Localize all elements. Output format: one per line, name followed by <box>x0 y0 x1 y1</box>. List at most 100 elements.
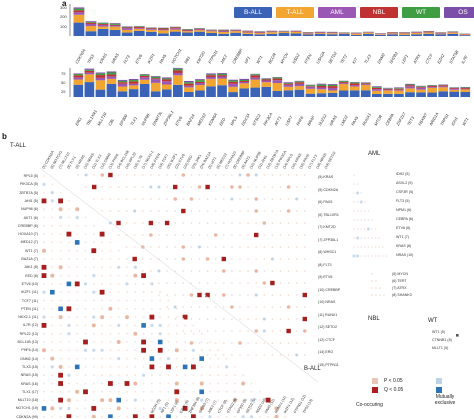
tall-cell-dot <box>51 199 54 202</box>
bottom-bar-rpl5-seg0 <box>228 92 238 97</box>
tall-cell-dot <box>110 358 112 360</box>
wt-cell-sig <box>456 334 459 337</box>
bottom-bar-tbl1xr1-seg1 <box>85 74 95 82</box>
ball-cell-dot <box>296 174 298 176</box>
tall-row-label: PIK3CA (5) <box>2 182 38 186</box>
ball-cell-dot <box>272 234 274 236</box>
ball-cell-dot <box>223 246 225 248</box>
tall-cell-sig <box>91 248 96 253</box>
tall-cell-dot <box>143 316 145 318</box>
ball-cell-dot <box>174 222 176 224</box>
tall-cell-dot <box>43 283 45 285</box>
tall-cell-dot <box>75 390 79 394</box>
tall-cell-sig <box>166 414 171 418</box>
ball-cell-dot <box>263 221 267 225</box>
aml-cell-dot <box>356 237 359 240</box>
tall-cell-dot <box>110 366 112 368</box>
tall-cell-dot <box>68 225 70 227</box>
aml-row-label: CSF3R (5) <box>396 190 413 194</box>
ball-cell-dot <box>239 270 241 272</box>
bottom-bar-ep300-seg0 <box>118 91 128 97</box>
bottom-bar-baz1a-seg0 <box>184 92 194 97</box>
tall-cell-dot <box>167 357 170 360</box>
tall-cell-dot <box>68 208 70 210</box>
tall-row-label: JAK1 (8) <box>2 265 38 269</box>
ball-cell-dot <box>199 306 201 308</box>
bottom-bar-nup98-seg3 <box>140 76 150 77</box>
ball-cell-dot <box>247 222 249 224</box>
tall-cell-dot <box>118 308 120 310</box>
cooc-q-swatch <box>372 387 378 393</box>
nbl-cell-dot <box>379 294 381 296</box>
tall-cell-dot <box>217 358 219 360</box>
bottom-bar-pik3ca-seg1 <box>261 82 271 87</box>
tall-cell-dot <box>234 366 236 368</box>
tall-cell-dot <box>126 391 128 393</box>
tall-cell-dot <box>143 391 145 393</box>
ball-cell-dot <box>118 198 120 200</box>
tall-cell-dot <box>43 225 45 227</box>
bottom-bar-dnmt3l-seg4 <box>151 77 161 78</box>
bottom-bar-fbxw7-seg2 <box>416 88 426 90</box>
bottom-bar-erg-seg1 <box>74 80 84 85</box>
tall-cell-dot <box>134 399 137 402</box>
ball-cell-dot <box>304 198 306 200</box>
bottom-bar-cbl-seg5 <box>107 71 117 72</box>
top-bar-ctcf-seg0 <box>423 34 434 36</box>
bottom-bar-suz12-seg4 <box>317 85 327 86</box>
tall-cell-dot <box>110 291 112 293</box>
ball-cell-dot <box>174 258 176 260</box>
top-bar-dnm2-seg0 <box>375 35 386 36</box>
tall-cell-dot <box>43 208 45 210</box>
ball-cell-dot <box>182 282 184 284</box>
top-bar-pax5-seg0 <box>158 33 169 36</box>
bottom-bar-nup98-seg0 <box>140 84 150 97</box>
bottom-bar-etv6-seg0 <box>173 85 183 97</box>
ball-cell-dot <box>85 174 88 177</box>
ball-cell-dot <box>288 174 290 176</box>
ball-cell-dot <box>304 258 306 260</box>
tall-cell-dot <box>209 383 211 385</box>
wt-row-label: MLLT1 (5) <box>432 346 448 350</box>
tall-cell-dot <box>176 333 178 335</box>
bottom-bar-pax5-seg4 <box>350 82 360 83</box>
ball-cell-dot <box>288 354 290 356</box>
tall-cell-dot <box>60 358 62 360</box>
tall-cell-dot <box>43 374 45 376</box>
tall-cell-dot <box>209 349 211 351</box>
ball-cell-dot <box>158 210 160 212</box>
bottom-bar-braf-seg1 <box>306 89 316 94</box>
tall-cell-dot <box>51 283 53 285</box>
tall-cell-dot <box>118 283 120 285</box>
ball-cell-dot <box>263 234 265 236</box>
bottom-bar-erg-seg3 <box>74 75 84 77</box>
tall-cell-dot <box>201 366 203 368</box>
tall-row-label: ZBTB7A (5) <box>2 191 38 195</box>
bottom-bar-znf217-seg0 <box>394 94 404 97</box>
ball-cell-dot <box>134 222 136 224</box>
tall-cell-dot <box>193 358 195 360</box>
ball-right-row-label: (9) ETV6 <box>318 275 332 279</box>
ball-cell-dot <box>142 258 144 260</box>
aml-cell-dot <box>353 219 355 221</box>
tall-cell-dot <box>159 391 161 393</box>
tall-cell-dot <box>93 258 95 260</box>
bottom-bar-tbl1xr1-seg0 <box>85 82 95 97</box>
ball-cell-dot <box>207 222 209 224</box>
tall-cell-dot <box>184 325 186 327</box>
bottom-bar-nup98-seg2 <box>140 77 150 80</box>
top-bar-sh2b3-seg0 <box>387 34 398 36</box>
bottom-bar-tlx1-seg3 <box>129 81 139 83</box>
tall-cell-dot <box>143 408 145 410</box>
tall-row-label: NRAS (15) <box>2 373 38 377</box>
tall-cell-dot <box>42 348 46 352</box>
ball-cell-dot <box>207 210 209 212</box>
tall-cell-sig <box>100 232 105 237</box>
tall-row-label: MLLT10 (18) <box>2 398 38 402</box>
bottom-bar-mllt10-seg3 <box>96 75 106 78</box>
bottom-bar-tlx1-seg0 <box>129 89 139 97</box>
tall-cell-dot <box>76 383 78 385</box>
top-bar-kras-seg0 <box>98 29 109 36</box>
ball-cell-dot <box>182 245 186 249</box>
bottom-bar-mllt10-seg0 <box>96 90 106 97</box>
